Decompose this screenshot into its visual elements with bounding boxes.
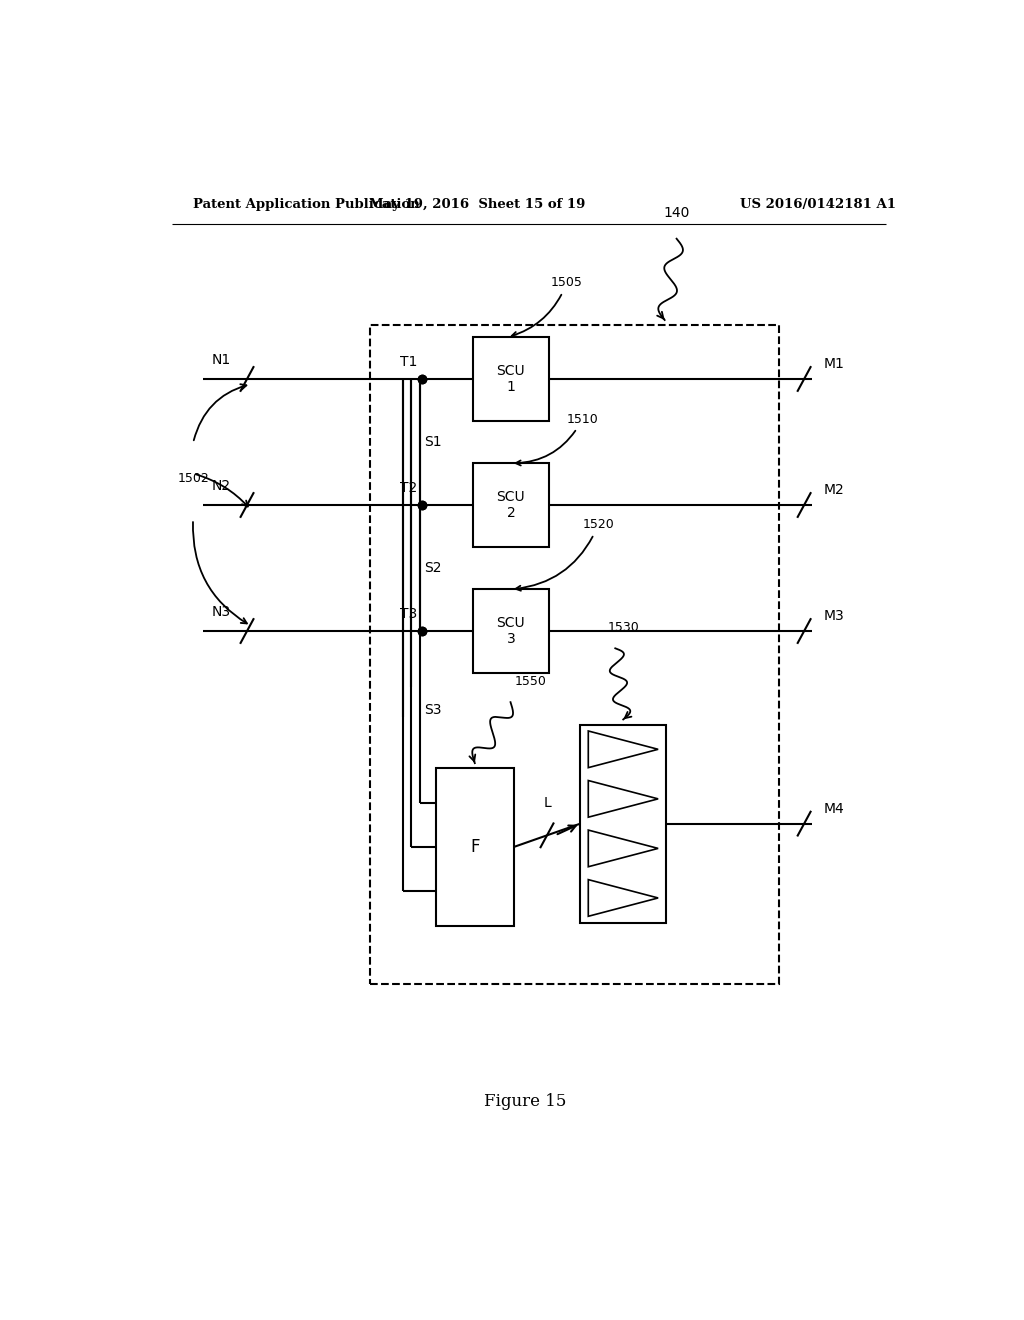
Text: N2: N2 — [211, 479, 230, 492]
Text: US 2016/0142181 A1: US 2016/0142181 A1 — [740, 198, 896, 211]
Bar — [581, 725, 666, 923]
Text: M2: M2 — [824, 483, 845, 496]
Text: S1: S1 — [424, 436, 441, 449]
Bar — [473, 463, 549, 546]
Text: SCU
2: SCU 2 — [497, 490, 525, 520]
Polygon shape — [588, 731, 658, 768]
Text: L: L — [543, 796, 551, 810]
Text: M3: M3 — [824, 609, 845, 623]
Text: SCU
1: SCU 1 — [497, 364, 525, 395]
Text: SCU
3: SCU 3 — [497, 616, 525, 645]
Text: Patent Application Publication: Patent Application Publication — [194, 198, 420, 211]
Text: N1: N1 — [211, 352, 230, 367]
Text: M1: M1 — [824, 356, 845, 371]
Text: T2: T2 — [400, 480, 418, 495]
Text: 1502: 1502 — [177, 473, 209, 484]
Polygon shape — [588, 830, 658, 867]
Text: T1: T1 — [400, 355, 418, 368]
Text: 1520: 1520 — [516, 519, 614, 591]
Text: M4: M4 — [824, 801, 845, 816]
Bar — [473, 338, 549, 421]
Text: Figure 15: Figure 15 — [483, 1093, 566, 1110]
Polygon shape — [588, 879, 658, 916]
Text: 1530: 1530 — [607, 622, 639, 635]
Text: T3: T3 — [400, 607, 418, 620]
Text: 1510: 1510 — [516, 413, 598, 466]
Text: 1550: 1550 — [514, 676, 547, 688]
Text: 1505: 1505 — [512, 276, 583, 337]
Text: May 19, 2016  Sheet 15 of 19: May 19, 2016 Sheet 15 of 19 — [369, 198, 586, 211]
Bar — [370, 325, 779, 983]
Text: N3: N3 — [211, 605, 230, 619]
Text: F: F — [470, 838, 479, 855]
Polygon shape — [588, 780, 658, 817]
Text: 140: 140 — [664, 206, 690, 220]
Bar — [473, 589, 549, 673]
Bar — [436, 768, 514, 925]
Text: S2: S2 — [424, 561, 441, 576]
Text: S3: S3 — [424, 702, 441, 717]
